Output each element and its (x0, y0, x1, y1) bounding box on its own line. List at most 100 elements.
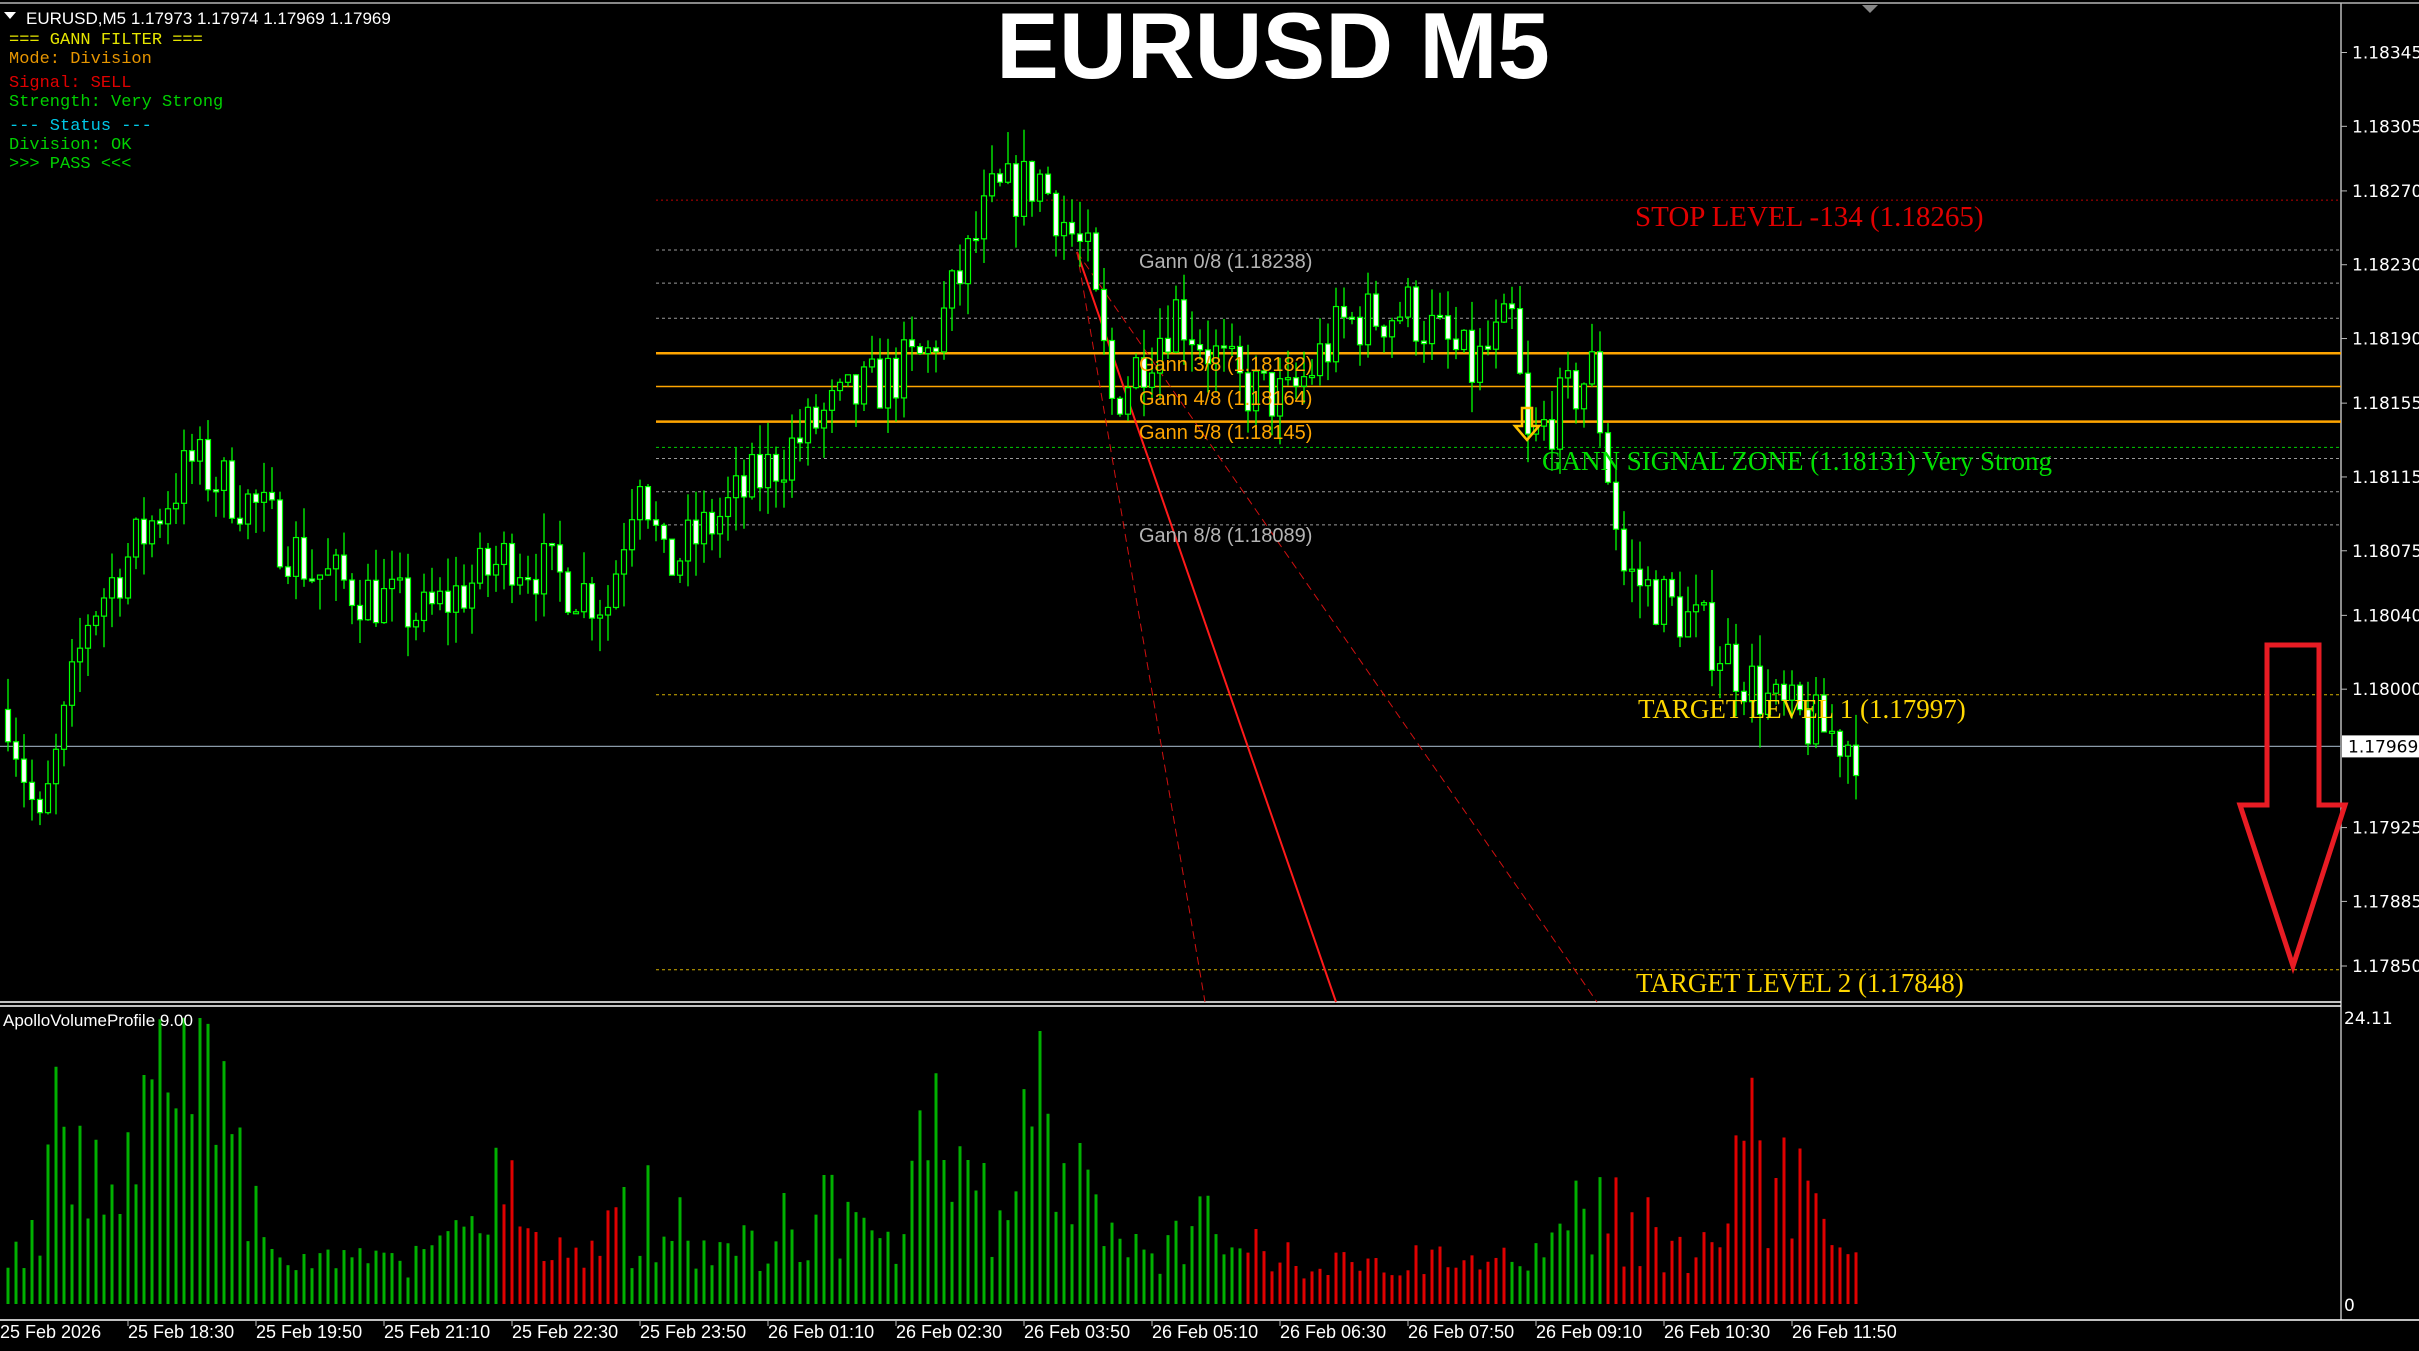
bull-candle-body (868, 358, 876, 368)
time-label: 25 Feb 21:10 (384, 1322, 490, 1342)
bull-candle-body (1172, 299, 1180, 353)
volume-max-label: 24.11 (2344, 1009, 2393, 1029)
bull-candle-body (804, 406, 812, 444)
bull-candle-body (596, 614, 604, 619)
bull-candle-body (1844, 744, 1852, 757)
bull-candle-body (1684, 611, 1692, 638)
bear-candle-body (1780, 683, 1788, 701)
panel-division-status: Division: OK (9, 136, 132, 155)
bull-candle-body (420, 591, 428, 622)
bull-candle-body (516, 577, 524, 586)
bear-candle-body (772, 453, 780, 482)
gann-fan-line (1076, 251, 1206, 1003)
bull-candle-body (92, 615, 100, 627)
bull-candle-body (476, 547, 484, 584)
bull-candle-body (76, 647, 84, 663)
bear-candle-body (660, 524, 668, 540)
bull-candle-body (1004, 163, 1012, 183)
bear-candle-body (1028, 160, 1036, 202)
bear-candle-body (532, 578, 540, 595)
time-label: 26 Feb 10:30 (1664, 1322, 1770, 1342)
bull-candle-body (468, 582, 476, 609)
bull-candle-body (1476, 345, 1484, 383)
gann-filter-panel: === GANN FILTER === Mode: Division Signa… (9, 31, 223, 174)
bear-candle-body (1708, 602, 1716, 671)
panel-signal: Signal: SELL (9, 74, 131, 93)
bull-candle-body (124, 556, 132, 599)
bear-candle-body (1204, 349, 1212, 365)
bear-candle-body (36, 798, 44, 814)
bull-candle-body (1460, 329, 1468, 351)
bear-candle-body (1260, 370, 1268, 374)
time-label: 26 Feb 07:50 (1408, 1322, 1514, 1342)
time-label: 25 Feb 19:50 (256, 1322, 362, 1342)
bull-candle-body (1724, 643, 1732, 665)
bull-candle-body (1428, 314, 1436, 345)
scroll-marker-icon[interactable] (1862, 5, 1878, 13)
bear-candle-body (1436, 314, 1444, 319)
gann-level-lines (0, 199, 2341, 971)
bull-candle-body (1700, 602, 1708, 606)
time-label: 26 Feb 05:10 (1152, 1322, 1258, 1342)
bear-candle-body (1012, 163, 1020, 217)
bull-candle-body (1276, 378, 1284, 417)
time-label: 26 Feb 02:30 (896, 1322, 1002, 1342)
bull-candle-body (700, 511, 708, 545)
bull-candle-body (836, 381, 844, 392)
bear-candle-body (1052, 192, 1060, 237)
bear-candle-body (916, 346, 924, 355)
bull-candle-body (1788, 684, 1796, 701)
bear-candle-body (1444, 315, 1452, 340)
bull-candle-body (1396, 316, 1404, 322)
bull-candle-body (452, 585, 460, 613)
bear-candle-body (932, 347, 940, 353)
bull-candle-body (1252, 370, 1260, 412)
bear-candle-body (1068, 221, 1076, 235)
bear-candle-body (1356, 316, 1364, 346)
bull-candle-body (324, 568, 332, 576)
bear-candle-body (460, 585, 468, 609)
bear-candle-body (404, 577, 412, 628)
bear-candle-body (1076, 233, 1084, 243)
bear-candle-body (1268, 372, 1276, 417)
bull-candle-body (172, 502, 180, 510)
bull-candle-body (572, 611, 580, 615)
bear-candle-body (1380, 325, 1388, 338)
bull-candle-body (884, 357, 892, 409)
bear-candle-body (4, 708, 12, 743)
bear-candle-body (236, 517, 244, 525)
bull-candle-body (1772, 683, 1780, 694)
time-axis[interactable]: 25 Feb 2026 25 Feb 18:30 25 Feb 19:50 25… (0, 1320, 1897, 1342)
bear-candle-body (1188, 339, 1196, 346)
bull-candle-body (636, 485, 644, 521)
symbol-menu-chevron-icon[interactable] (4, 12, 16, 19)
bear-candle-body (1732, 643, 1740, 692)
bear-candle-body (756, 453, 764, 489)
bear-candle-body (548, 543, 556, 547)
bull-candle-body (900, 339, 908, 399)
bear-candle-body (556, 544, 564, 573)
panel-pass: >>> PASS <<< (9, 155, 131, 174)
price-tick: 1.18040 (2352, 606, 2419, 626)
bull-candle-body (612, 573, 620, 609)
bull-candle-body (412, 619, 420, 628)
price-axis[interactable]: 1.18345 1.18305 1.18270 1.18230 1.18190 … (2341, 44, 2419, 977)
bear-candle-body (12, 741, 20, 760)
signal-zone-label: GANN SIGNAL ZONE (1.18131) Very Strong (1542, 446, 2052, 476)
bear-candle-body (140, 518, 148, 545)
bear-candle-body (1548, 419, 1556, 450)
price-tick: 1.18270 (2352, 182, 2419, 202)
big-sell-arrow-icon (2236, 642, 2349, 975)
bear-candle-body (1468, 329, 1476, 383)
bull-candle-body (364, 579, 372, 621)
time-label: 25 Feb 18:30 (128, 1322, 234, 1342)
gann-8-8-label: Gann 8/8 (1.18089) (1139, 525, 1312, 547)
price-tick: 1.17925 (2352, 819, 2419, 839)
candlesticks (4, 129, 1860, 826)
bull-candle-body (820, 409, 828, 429)
bear-candle-body (1796, 684, 1804, 711)
bull-candle-body (380, 587, 388, 624)
bear-candle-body (444, 590, 452, 613)
bull-candle-body (764, 453, 772, 489)
